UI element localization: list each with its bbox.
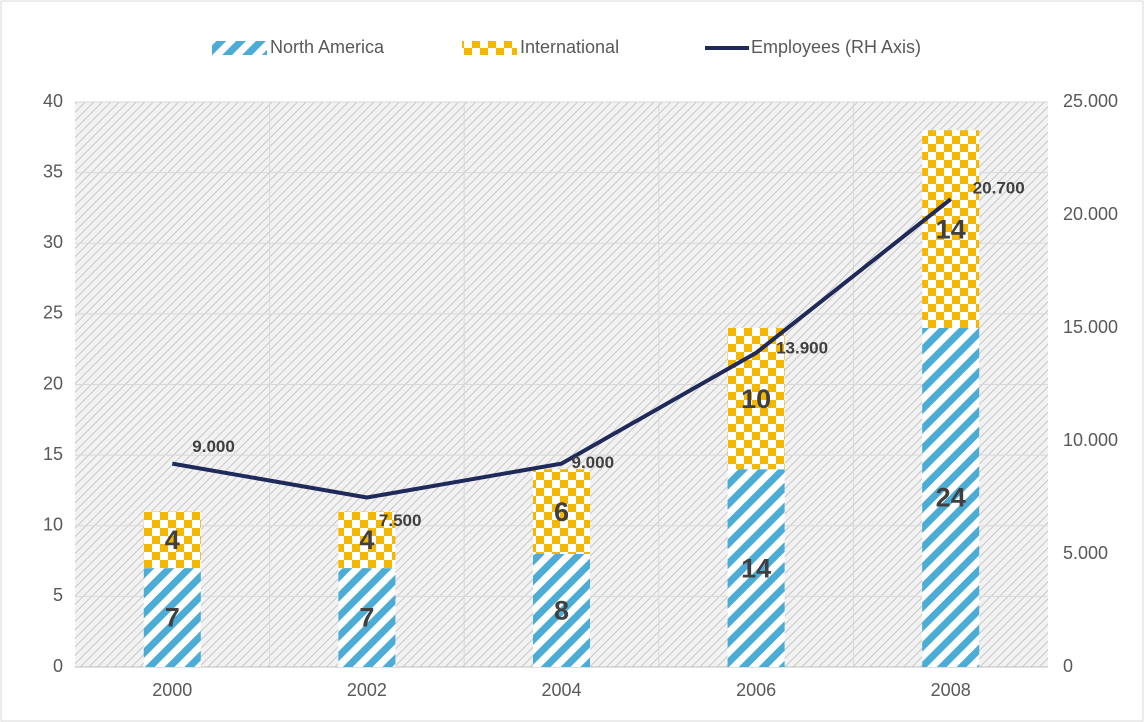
data-label: 24 bbox=[936, 483, 966, 513]
line-data-label: 9.000 bbox=[572, 453, 615, 472]
y2-tick-label: 25.000 bbox=[1063, 91, 1118, 111]
bar-segment bbox=[143, 511, 201, 569]
bar-segment bbox=[143, 568, 201, 667]
y-tick-label: 15 bbox=[43, 444, 63, 464]
x-tick-label: 2008 bbox=[931, 680, 971, 700]
bar-segment bbox=[533, 554, 590, 667]
line-data-label: 20.700 bbox=[973, 179, 1025, 198]
data-label: 8 bbox=[554, 596, 569, 626]
legend-label: North America bbox=[270, 37, 385, 57]
line-data-label: 7.500 bbox=[379, 511, 422, 530]
bar-segment bbox=[533, 469, 590, 554]
y2-tick-label: 15.000 bbox=[1063, 317, 1118, 337]
y-tick-label: 10 bbox=[43, 515, 63, 535]
bar-segment bbox=[727, 469, 785, 667]
y-tick-label: 30 bbox=[43, 232, 63, 252]
legend-swatch bbox=[462, 41, 517, 55]
x-tick-label: 2002 bbox=[347, 680, 387, 700]
y-tick-label: 25 bbox=[43, 303, 63, 323]
y2-tick-label: 10.000 bbox=[1063, 430, 1118, 450]
y-tick-label: 35 bbox=[43, 161, 63, 181]
data-label: 4 bbox=[165, 525, 180, 555]
data-label: 6 bbox=[554, 497, 569, 527]
y2-tick-label: 20.000 bbox=[1063, 204, 1118, 224]
x-tick-label: 2004 bbox=[541, 680, 581, 700]
line-data-label: 13.900 bbox=[776, 338, 828, 357]
y2-tick-label: 5.000 bbox=[1063, 543, 1108, 563]
x-tick-label: 2006 bbox=[736, 680, 776, 700]
bar-segment bbox=[922, 130, 980, 328]
data-label: 7 bbox=[359, 603, 374, 633]
line-data-label: 9.000 bbox=[192, 437, 235, 456]
bar-segment bbox=[922, 328, 980, 667]
y2-tick-label: 0 bbox=[1063, 656, 1073, 676]
y-tick-label: 0 bbox=[53, 656, 63, 676]
legend-swatch bbox=[212, 41, 267, 55]
y-tick-label: 20 bbox=[43, 373, 63, 393]
data-label: 4 bbox=[359, 525, 374, 555]
y-tick-label: 40 bbox=[43, 91, 63, 111]
bar-segment bbox=[338, 511, 396, 569]
legend-label: International bbox=[520, 37, 619, 57]
x-tick-label: 2000 bbox=[152, 680, 192, 700]
data-label: 7 bbox=[165, 603, 180, 633]
data-label: 14 bbox=[741, 553, 771, 583]
bar-segment bbox=[338, 568, 396, 667]
legend-label: Employees (RH Axis) bbox=[751, 37, 921, 57]
data-label: 14 bbox=[936, 214, 966, 244]
data-label: 10 bbox=[741, 384, 771, 414]
y-tick-label: 5 bbox=[53, 585, 63, 605]
line-series bbox=[171, 197, 952, 500]
